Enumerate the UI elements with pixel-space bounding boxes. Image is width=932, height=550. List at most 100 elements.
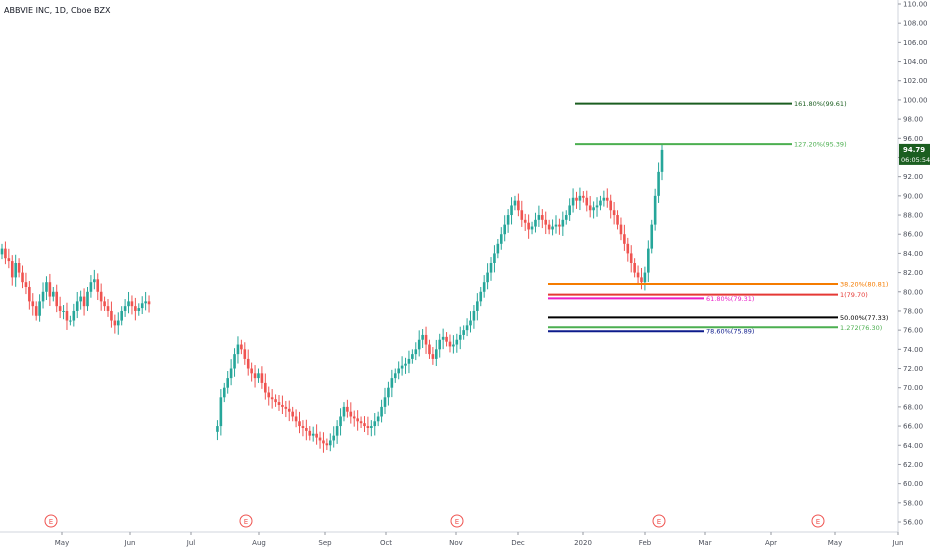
- candle-body: [31, 301, 35, 307]
- candle-body: [236, 344, 240, 355]
- candle-body: [120, 310, 123, 321]
- candle-body: [62, 310, 65, 312]
- candle-body: [89, 282, 93, 292]
- earnings-marker: E: [450, 514, 464, 528]
- earnings-marker-circle: [450, 514, 464, 528]
- candle-body: [400, 365, 404, 369]
- candle-body: [435, 349, 438, 359]
- candle-body: [599, 200, 602, 206]
- candle-body: [571, 197, 575, 206]
- candle-body: [116, 320, 120, 326]
- fib-level-label: 161.80%(99.61): [794, 100, 847, 108]
- candle-body: [647, 248, 650, 273]
- candle-body: [605, 197, 609, 201]
- earnings-marker-circle: [652, 514, 666, 528]
- candle-body: [93, 279, 96, 283]
- price-tick-label: 98.00: [903, 116, 923, 124]
- candle-body: [636, 272, 640, 278]
- candle-body: [79, 296, 82, 302]
- candle-body: [370, 426, 373, 428]
- candle-body: [284, 406, 288, 409]
- candle-body: [602, 197, 606, 201]
- price-tick-label: 80.00: [903, 288, 923, 296]
- price-tick-label: 72.00: [903, 365, 923, 373]
- price-tick-label: 110.00: [903, 1, 928, 9]
- price-tick-label: 108.00: [903, 20, 928, 28]
- time-tick-label: 2020: [574, 539, 592, 547]
- candle-body: [287, 408, 291, 412]
- price-tick-label: 96.00: [903, 135, 923, 143]
- candle-body: [653, 195, 657, 225]
- price-tick-label: 64.00: [903, 442, 923, 450]
- fib-level-label: 38.20%(80.81): [840, 281, 888, 289]
- candle-body: [640, 277, 643, 283]
- candle-body: [458, 334, 462, 340]
- fib-level-label: 127.20%(95.39): [794, 141, 847, 149]
- candle-body: [58, 306, 62, 311]
- candle-body: [137, 308, 141, 311]
- earnings-marker-circle: [44, 514, 58, 528]
- candle-body: [380, 406, 383, 417]
- candle-body: [55, 291, 59, 307]
- candle-body: [657, 171, 660, 196]
- candle-body: [99, 291, 103, 302]
- candle-body: [65, 310, 69, 321]
- candle-body: [291, 411, 294, 417]
- fib-level-label: 61.80%(79.31): [706, 295, 754, 303]
- candle-body: [417, 339, 421, 350]
- time-tick-label: Feb: [639, 539, 652, 547]
- candle-body: [349, 411, 353, 417]
- candle-body: [123, 306, 127, 311]
- candle-body: [106, 306, 110, 311]
- candle-body: [7, 258, 11, 262]
- candle-body: [10, 261, 14, 278]
- earnings-marker: E: [652, 514, 666, 528]
- candle-body: [383, 397, 387, 407]
- candle-body: [342, 406, 346, 417]
- candle-body: [130, 301, 134, 307]
- earnings-marker: E: [811, 514, 825, 528]
- candle-body: [315, 433, 318, 438]
- price-tick-label: 102.00: [903, 77, 928, 85]
- candle-body: [69, 320, 72, 322]
- time-tick-label: Oct: [380, 539, 392, 547]
- earnings-marker-label: E: [816, 518, 820, 526]
- candle-body: [322, 440, 325, 444]
- time-tick-label: May: [55, 539, 69, 547]
- candle-body: [441, 336, 445, 340]
- candle-body: [421, 334, 424, 340]
- earnings-marker-label: E: [657, 518, 661, 526]
- candle-body: [328, 440, 332, 446]
- candle-body: [575, 197, 578, 201]
- candle-body: [233, 354, 236, 369]
- candle-body: [51, 291, 55, 297]
- candle-body: [34, 306, 38, 316]
- candle-body: [216, 426, 219, 432]
- candle-body: [530, 226, 534, 230]
- earnings-marker: E: [239, 514, 253, 528]
- price-tick-label: 58.00: [903, 499, 923, 507]
- candle-body: [281, 404, 284, 407]
- candle-body: [407, 358, 411, 364]
- time-tick-label: Mar: [698, 539, 711, 547]
- candle-body: [86, 291, 89, 307]
- candle-body: [578, 195, 582, 201]
- candle-body: [301, 426, 305, 428]
- price-tick-label: 92.00: [903, 173, 923, 181]
- price-tick-label: 100.00: [903, 96, 928, 104]
- candle-body: [308, 430, 312, 436]
- price-tick-label: 76.00: [903, 327, 923, 335]
- candle-body: [298, 421, 301, 427]
- candle-body: [356, 418, 359, 422]
- candle-body: [541, 215, 544, 220]
- fib-level-label: 1.272(76.30): [840, 324, 882, 332]
- candle-body: [411, 354, 414, 359]
- candle-body: [551, 226, 554, 230]
- candle-body: [277, 402, 281, 405]
- candle-body: [240, 344, 243, 350]
- time-tick-label: May: [828, 539, 842, 547]
- candle-body: [592, 207, 595, 211]
- candle-body: [506, 215, 510, 225]
- chart-title: ABBVIE INC, 1D, Cboe BZX: [4, 6, 111, 15]
